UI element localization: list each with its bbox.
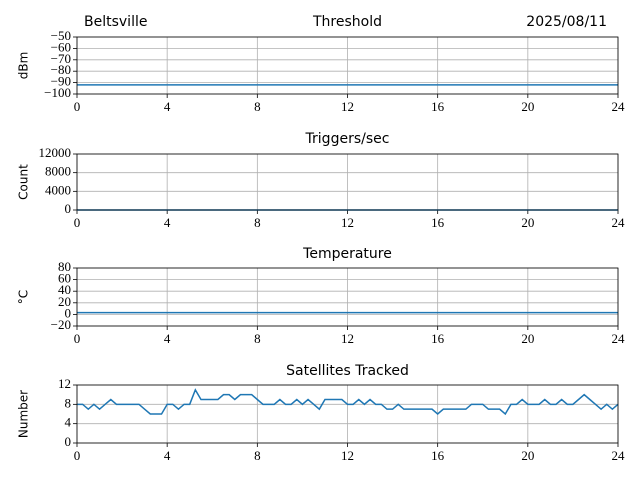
y-tick-label: 40 [58, 282, 71, 297]
x-tick-label: 0 [74, 331, 81, 346]
subplot-title: Satellites Tracked [286, 363, 409, 379]
x-tick-label: 16 [431, 331, 445, 346]
y-tick-label: −80 [51, 62, 71, 77]
y-axis-label: Count [17, 164, 31, 200]
y-tick-label: 12 [58, 376, 71, 391]
x-tick-label: 20 [521, 215, 534, 230]
axes-frame [76, 36, 619, 95]
y-tick-label: 8000 [45, 164, 71, 179]
x-tick-label: 4 [164, 99, 171, 114]
x-tick-label: 16 [431, 99, 445, 114]
x-tick-label: 4 [164, 448, 171, 463]
x-tick-label: 4 [164, 331, 171, 346]
left-title: Beltsville [84, 14, 147, 30]
y-tick-label: −100 [44, 85, 71, 100]
subplot-title: Triggers/sec [305, 131, 390, 147]
axes-frame [76, 267, 619, 327]
x-tick-label: 12 [341, 215, 354, 230]
axes-frame [76, 384, 619, 444]
x-tick-label: 24 [612, 99, 626, 114]
x-tick-label: 16 [431, 215, 445, 230]
y-tick-label: 4000 [45, 182, 71, 197]
x-tick-label: 0 [74, 99, 81, 114]
y-tick-label: −60 [51, 39, 71, 54]
x-tick-label: 0 [74, 215, 81, 230]
y-tick-label: 0 [65, 201, 72, 216]
y-tick-label: 80 [58, 259, 71, 274]
y-tick-label: −20 [51, 317, 71, 332]
subplot-title: Temperature [302, 246, 392, 262]
y-axis-label: Number [17, 390, 31, 438]
x-tick-label: 12 [341, 331, 354, 346]
x-tick-label: 24 [612, 331, 626, 346]
y-tick-label: −50 [51, 28, 71, 43]
axes-frame [76, 153, 619, 211]
x-tick-label: 8 [254, 99, 261, 114]
x-tick-label: 8 [254, 448, 261, 463]
x-tick-label: 20 [521, 99, 534, 114]
y-tick-label: −70 [51, 51, 71, 66]
x-tick-label: 12 [341, 448, 354, 463]
x-tick-label: 8 [254, 331, 261, 346]
y-axis-label: °C [17, 290, 31, 304]
x-tick-label: 0 [74, 448, 81, 463]
y-tick-label: 0 [65, 305, 72, 320]
y-tick-label: 20 [58, 294, 71, 309]
x-tick-label: 20 [521, 331, 534, 346]
x-tick-label: 12 [341, 99, 354, 114]
x-tick-label: 8 [254, 215, 261, 230]
data-line [77, 388, 619, 416]
y-tick-label: 8 [65, 395, 72, 410]
right-title: 2025/08/11 [526, 14, 607, 30]
y-tick-label: −90 [51, 74, 71, 89]
y-tick-label: 60 [58, 271, 71, 286]
x-tick-label: 20 [521, 448, 534, 463]
x-tick-label: 24 [612, 448, 626, 463]
y-tick-label: 4 [65, 415, 72, 430]
y-axis-label: dBm [17, 52, 31, 80]
subplot-title: Threshold [312, 14, 382, 30]
y-tick-label: 12000 [39, 145, 72, 160]
x-tick-label: 24 [612, 215, 626, 230]
x-tick-label: 16 [431, 448, 445, 463]
y-tick-label: 0 [65, 434, 72, 449]
x-tick-label: 4 [164, 215, 171, 230]
